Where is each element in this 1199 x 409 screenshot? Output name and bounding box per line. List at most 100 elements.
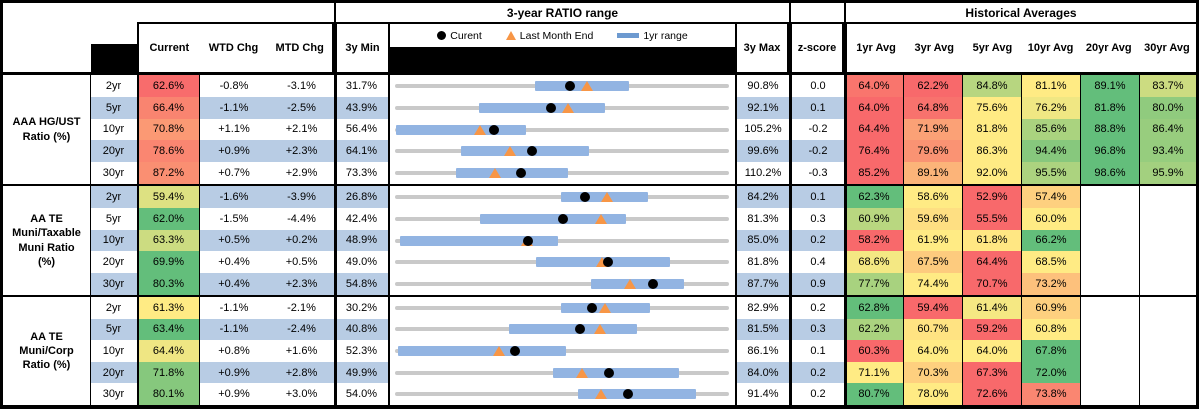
current-value-cell: 66.4% bbox=[137, 96, 200, 119]
range-line bbox=[395, 282, 729, 287]
current-value-cell: 78.6% bbox=[137, 140, 200, 163]
avg-cell: 61.9% bbox=[904, 229, 962, 252]
z-score-cell: 0.2 bbox=[792, 297, 844, 319]
current-value-cell: 87.2% bbox=[137, 162, 200, 184]
wtd-chg-cell: +0.9% bbox=[200, 140, 268, 163]
avg-cell bbox=[1081, 318, 1139, 341]
avg-cell bbox=[1081, 186, 1139, 208]
3y-max-cell: 84.2% bbox=[737, 186, 789, 208]
tenor-label: 10yr bbox=[90, 340, 137, 362]
legend-1yr-range-item: 1yr range bbox=[617, 29, 688, 42]
legend-current-label: Curent bbox=[450, 29, 482, 42]
divider bbox=[789, 75, 792, 405]
3y-max-cell: 92.1% bbox=[737, 96, 789, 119]
current-dot bbox=[545, 102, 556, 113]
3y-max-column-header: 3y Max bbox=[735, 22, 790, 75]
outer-border bbox=[0, 0, 1199, 3]
avg-cell: 68.5% bbox=[1022, 251, 1080, 274]
z-score-cell: 0.1 bbox=[792, 186, 844, 208]
avg-cell: 67.5% bbox=[904, 251, 962, 274]
avg-cell: 71.9% bbox=[904, 118, 962, 141]
mtd-chg-cell: -2.4% bbox=[268, 318, 335, 341]
avg-cell: 62.2% bbox=[904, 75, 962, 97]
group-label: AAA HG/UST Ratio (%) bbox=[3, 75, 90, 184]
3y-min-cell: 30.2% bbox=[335, 297, 388, 319]
range-bar-1yr bbox=[479, 213, 627, 224]
last-month-triangle bbox=[601, 191, 614, 202]
avg-cell: 60.9% bbox=[1022, 297, 1080, 319]
wtd-chg-cell: -1.5% bbox=[200, 207, 268, 230]
mtd-chg-column-header: MTD Chg bbox=[275, 42, 324, 54]
mtd-chg-cell: +2.3% bbox=[268, 273, 335, 295]
avg-cell: 70.3% bbox=[904, 361, 962, 384]
avg-cell: 81.8% bbox=[963, 118, 1021, 141]
outer-border bbox=[0, 0, 3, 409]
3y-max-cell: 84.0% bbox=[737, 361, 789, 384]
range-chart-header: Curent Last Month End 1yr range bbox=[388, 22, 737, 75]
last-month-triangle-icon bbox=[505, 31, 516, 40]
avg-cell: 62.3% bbox=[845, 186, 903, 208]
header-black-band bbox=[390, 47, 735, 73]
3y-min-cell: 49.0% bbox=[335, 251, 388, 274]
avg-cell: 80.0% bbox=[1140, 96, 1196, 119]
current-value-cell: 59.4% bbox=[137, 186, 200, 208]
avg-cell: 64.0% bbox=[904, 340, 962, 362]
last-month-triangle bbox=[593, 324, 606, 335]
avg-cell: 80.7% bbox=[845, 383, 903, 405]
last-month-triangle bbox=[596, 257, 609, 268]
avg-cell: 85.6% bbox=[1022, 118, 1080, 141]
outer-border bbox=[0, 405, 1199, 409]
3y-min-cell: 49.9% bbox=[335, 361, 388, 384]
z-score-cell: -0.2 bbox=[792, 140, 844, 163]
mtd-chg-cell: -2.5% bbox=[268, 96, 335, 119]
avg-cell: 68.6% bbox=[845, 251, 903, 274]
range-bar-1yr bbox=[396, 124, 526, 135]
avg-cell: 64.0% bbox=[963, 340, 1021, 362]
divider bbox=[1021, 75, 1022, 405]
avg-cell: 79.6% bbox=[904, 140, 962, 163]
current-dot-icon bbox=[437, 31, 447, 40]
legend-1yr-range-label: 1yr range bbox=[643, 29, 688, 42]
tenor-label: 20yr bbox=[90, 251, 137, 274]
last-month-triangle bbox=[473, 124, 486, 135]
z-score-cell: -0.3 bbox=[792, 162, 844, 184]
avg-cell: 73.2% bbox=[1022, 273, 1080, 295]
divider bbox=[137, 75, 139, 405]
3y-max-cell: 87.7% bbox=[737, 273, 789, 295]
divider bbox=[735, 75, 737, 405]
avg-cell: 61.8% bbox=[963, 229, 1021, 252]
avg-cell: 55.5% bbox=[963, 207, 1021, 230]
avg-cell: 89.1% bbox=[904, 162, 962, 184]
wtd-chg-cell: -1.1% bbox=[200, 96, 268, 119]
z-score-cell: 0.3 bbox=[792, 318, 844, 341]
range-bar-1yr bbox=[577, 389, 697, 400]
last-month-triangle bbox=[575, 367, 588, 378]
avg-cell: 59.4% bbox=[904, 297, 962, 319]
mtd-chg-cell: +2.8% bbox=[268, 361, 335, 384]
tenor-label: 2yr bbox=[90, 186, 137, 208]
avg-cell: 52.9% bbox=[963, 186, 1021, 208]
last-month-triangle bbox=[595, 389, 608, 400]
tenor-label: 10yr bbox=[90, 118, 137, 141]
current-dot bbox=[564, 80, 575, 91]
mtd-chg-cell: +0.2% bbox=[268, 229, 335, 252]
average-column-headers: 1yr Avg 3yr Avg 5yr Avg 10yr Avg 20yr Av… bbox=[844, 22, 1199, 75]
avg-cell bbox=[1081, 207, 1139, 230]
last-month-triangle bbox=[624, 279, 637, 290]
3y-max-cell: 91.4% bbox=[737, 383, 789, 405]
3y-min-cell: 64.1% bbox=[335, 140, 388, 163]
avg-cell: 59.2% bbox=[963, 318, 1021, 341]
current-value-cell: 62.0% bbox=[137, 207, 200, 230]
avg-cell bbox=[1140, 297, 1196, 319]
last-month-triangle bbox=[594, 213, 607, 224]
range-line bbox=[395, 127, 729, 132]
5yr-avg-column-header: 5yr Avg bbox=[972, 42, 1013, 54]
wtd-chg-cell: +1.1% bbox=[200, 118, 268, 141]
current-dot bbox=[488, 124, 499, 135]
wtd-chg-column-header: WTD Chg bbox=[208, 42, 259, 54]
3y-max-cell: 81.5% bbox=[737, 318, 789, 341]
z-score-cell: 0.1 bbox=[792, 96, 844, 119]
legend-last-month-item: Last Month End bbox=[505, 30, 593, 42]
z-score-cell: 0.3 bbox=[792, 207, 844, 230]
